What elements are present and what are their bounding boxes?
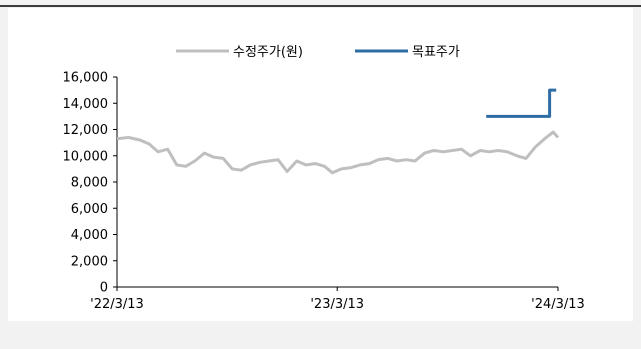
y-tick-label: 2,000: [71, 254, 108, 269]
y-tick-label: 10,000: [63, 149, 109, 164]
x-tick-label: '22/3/13: [90, 297, 144, 312]
y-tick-label: 8,000: [71, 176, 108, 191]
y-tick-label: 14,000: [63, 97, 109, 112]
y-tick-label: 16,000: [63, 71, 109, 86]
legend-label-adjusted-price: 수정주가(원): [233, 45, 303, 60]
x-tick-label: '24/3/13: [531, 297, 585, 312]
y-tick-label: 4,000: [71, 228, 108, 243]
y-tick-label: 6,000: [71, 202, 108, 217]
legend-label-target-price: 목표주가: [412, 45, 460, 60]
y-tick-label: 0: [100, 281, 108, 296]
axes: 0 2,000 4,000 6,000 8,000 10,000 12,000 14,000 1…: [63, 71, 585, 313]
legend: 수정주가(원) 목표주가: [176, 45, 460, 60]
y-tick-label: 12,000: [63, 123, 109, 138]
adjusted-price-line: [116, 130, 560, 175]
series-layer: [116, 88, 560, 175]
target-price-line: [486, 88, 557, 118]
x-tick-label: '23/3/13: [310, 297, 364, 312]
